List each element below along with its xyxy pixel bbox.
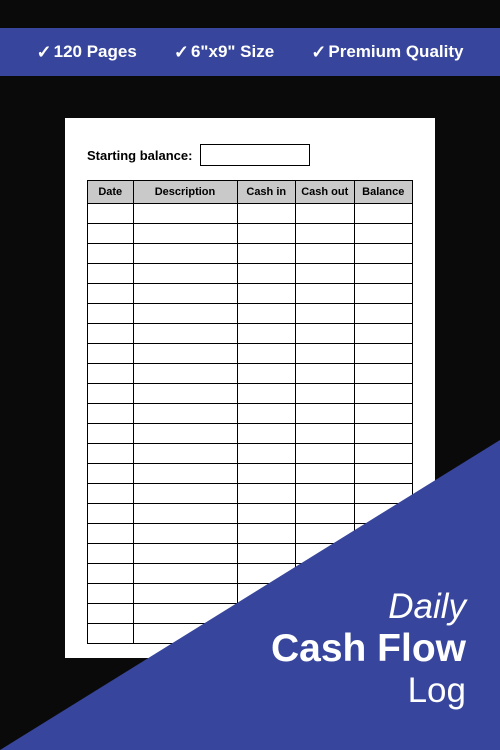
table-cell[interactable] (133, 264, 237, 284)
column-header: Cash in (237, 181, 296, 204)
table-cell[interactable] (237, 404, 296, 424)
table-cell[interactable] (237, 344, 296, 364)
table-cell[interactable] (296, 224, 355, 244)
table-cell[interactable] (296, 324, 355, 344)
check-icon: ✓ (174, 42, 189, 63)
table-cell[interactable] (133, 244, 237, 264)
table-cell[interactable] (88, 404, 134, 424)
table-cell[interactable] (133, 304, 237, 324)
table-row (88, 324, 413, 344)
table-cell[interactable] (354, 284, 413, 304)
starting-balance-row: Starting balance: (87, 144, 413, 166)
column-header: Balance (354, 181, 413, 204)
table-row (88, 304, 413, 324)
table-row (88, 224, 413, 244)
table-cell[interactable] (237, 304, 296, 324)
check-icon: ✓ (37, 42, 52, 63)
feature-pages: ✓ 120 Pages (37, 42, 137, 63)
table-cell[interactable] (296, 284, 355, 304)
column-header: Description (133, 181, 237, 204)
table-cell[interactable] (354, 224, 413, 244)
table-cell[interactable] (354, 364, 413, 384)
column-header: Date (88, 181, 134, 204)
table-row (88, 344, 413, 364)
table-cell[interactable] (296, 404, 355, 424)
table-cell[interactable] (88, 344, 134, 364)
table-cell[interactable] (354, 244, 413, 264)
table-row (88, 364, 413, 384)
table-cell[interactable] (88, 204, 134, 224)
table-cell[interactable] (354, 264, 413, 284)
table-cell[interactable] (88, 384, 134, 404)
table-row (88, 404, 413, 424)
table-row (88, 264, 413, 284)
table-cell[interactable] (133, 404, 237, 424)
table-cell[interactable] (133, 364, 237, 384)
feature-text: Premium Quality (328, 42, 463, 62)
table-cell[interactable] (133, 284, 237, 304)
table-row (88, 204, 413, 224)
table-cell[interactable] (296, 344, 355, 364)
title-line-1: Daily (271, 588, 466, 627)
table-cell[interactable] (354, 324, 413, 344)
table-cell[interactable] (296, 244, 355, 264)
feature-quality: ✓ Premium Quality (311, 42, 463, 63)
title-line-3: Log (271, 672, 466, 711)
table-cell[interactable] (354, 404, 413, 424)
starting-balance-label: Starting balance: (87, 148, 192, 163)
table-cell[interactable] (88, 264, 134, 284)
table-cell[interactable] (296, 364, 355, 384)
feature-text: 6"x9" Size (191, 42, 274, 62)
table-header-row: DateDescriptionCash inCash outBalance (88, 181, 413, 204)
feature-text: 120 Pages (54, 42, 137, 62)
table-cell[interactable] (88, 244, 134, 264)
table-cell[interactable] (296, 204, 355, 224)
column-header: Cash out (296, 181, 355, 204)
table-cell[interactable] (237, 364, 296, 384)
table-cell[interactable] (237, 224, 296, 244)
table-cell[interactable] (237, 284, 296, 304)
table-cell[interactable] (88, 284, 134, 304)
table-cell[interactable] (237, 244, 296, 264)
table-cell[interactable] (237, 324, 296, 344)
table-cell[interactable] (133, 324, 237, 344)
table-cell[interactable] (354, 384, 413, 404)
table-cell[interactable] (296, 304, 355, 324)
table-row (88, 284, 413, 304)
table-cell[interactable] (88, 304, 134, 324)
table-cell[interactable] (133, 344, 237, 364)
table-cell[interactable] (296, 384, 355, 404)
title-line-2: Cash Flow (271, 627, 466, 672)
table-cell[interactable] (237, 204, 296, 224)
table-row (88, 244, 413, 264)
table-cell[interactable] (133, 224, 237, 244)
table-cell[interactable] (88, 364, 134, 384)
feature-banner: ✓ 120 Pages ✓ 6"x9" Size ✓ Premium Quali… (0, 28, 500, 76)
feature-size: ✓ 6"x9" Size (174, 42, 274, 63)
table-cell[interactable] (354, 344, 413, 364)
table-cell[interactable] (133, 384, 237, 404)
table-cell[interactable] (354, 304, 413, 324)
table-row (88, 384, 413, 404)
table-cell[interactable] (133, 204, 237, 224)
table-cell[interactable] (88, 224, 134, 244)
table-cell[interactable] (88, 324, 134, 344)
check-icon: ✓ (311, 42, 326, 63)
table-cell[interactable] (296, 264, 355, 284)
table-cell[interactable] (237, 384, 296, 404)
table-cell[interactable] (237, 264, 296, 284)
starting-balance-input[interactable] (200, 144, 310, 166)
table-cell[interactable] (354, 204, 413, 224)
cover-title: Daily Cash Flow Log (271, 588, 466, 710)
